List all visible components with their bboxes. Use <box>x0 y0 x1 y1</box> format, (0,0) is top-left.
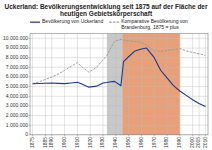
x-tick <box>128 135 129 137</box>
x-tick <box>90 135 91 137</box>
x-grid-line <box>77 34 78 135</box>
x-grid-line <box>199 34 200 135</box>
series-line <box>33 39 206 83</box>
title-line: heutigen Gebietskörperschaft <box>60 10 153 18</box>
title: Uckerland: Bevölkerungsentwicklung seit … <box>4 3 207 18</box>
legend-swatch <box>109 22 119 23</box>
y-grid-line <box>30 38 208 39</box>
plot-area <box>30 34 208 135</box>
legend-label: Bevölkerung von Uckerland <box>42 18 103 24</box>
x-tick-label: 1950 <box>125 137 131 148</box>
y-tick-label: 5.000.000 <box>6 83 28 89</box>
x-grid-line <box>45 34 46 135</box>
x-tick <box>199 135 200 137</box>
y-tick-label: 10.000.000 <box>3 35 28 41</box>
y-tick <box>29 76 31 77</box>
y-tick <box>29 125 31 126</box>
x-grid-line <box>205 34 206 135</box>
legend-label: Komparative Bevölkerung vonBrandenburg, … <box>121 18 188 30</box>
x-tick <box>77 135 78 137</box>
x-tick-label: 1930 <box>99 137 105 148</box>
x-tick <box>103 135 104 137</box>
y-tick-label: 6.000.000 <box>6 73 28 79</box>
x-tick <box>64 135 65 137</box>
x-tick-label: 1890 <box>48 137 54 148</box>
legend-entry: Bevölkerung von Uckerland <box>30 18 103 24</box>
y-tick <box>29 134 31 135</box>
y-grid-line <box>30 105 208 106</box>
x-tick-label: 1980 <box>163 137 169 148</box>
y-tick-label: 2.000.000 <box>6 112 28 118</box>
legend-label-line: Bevölkerung von Uckerland <box>42 18 103 24</box>
x-tick-label: 2005 <box>195 137 201 148</box>
x-tick-label: 1960 <box>138 137 144 148</box>
y-grid-line <box>30 86 208 87</box>
x-tick <box>205 135 206 137</box>
plot-background <box>30 34 208 135</box>
y-grid-line <box>30 76 208 77</box>
x-tick-label: 1875 <box>29 137 35 148</box>
x-tick <box>141 135 142 137</box>
y-tick-label: 0 <box>25 131 28 137</box>
y-grid-line <box>30 115 208 116</box>
y-grid-line <box>30 125 208 126</box>
x-tick-label: 1990 <box>176 137 182 148</box>
y-tick <box>29 67 31 68</box>
y-grid-line <box>30 48 208 49</box>
y-tick <box>29 96 31 97</box>
period-band <box>107 34 122 135</box>
y-tick-label: 4.000.000 <box>6 93 28 99</box>
x-grid-line <box>64 34 65 135</box>
plot-frame <box>30 34 208 135</box>
x-grid-line <box>51 34 52 135</box>
x-tick-label: 1900 <box>61 137 67 148</box>
x-tick-label: 2010 <box>202 137 208 148</box>
x-grid-line <box>128 34 129 135</box>
x-tick-label: 1970 <box>151 137 157 148</box>
y-tick-label: 1.000.000 <box>6 122 28 128</box>
legend: Bevölkerung von Uckerland Komparative Bev… <box>30 18 188 30</box>
chart: Uckerland: Bevölkerungsentwicklung seit … <box>0 0 212 150</box>
x-grid-line <box>90 34 91 135</box>
x-tick <box>192 135 193 137</box>
legend-entry: Komparative Bevölkerung vonBrandenburg, … <box>109 18 188 30</box>
y-tick-label: 7.000.000 <box>6 64 28 70</box>
x-grid-line <box>115 34 116 135</box>
y-tick <box>29 105 31 106</box>
y-tick-label: 8.000.000 <box>6 54 28 60</box>
x-grid-line <box>192 34 193 135</box>
x-grid-line <box>103 34 104 135</box>
y-grid-line <box>30 96 208 97</box>
y-tick-label: 9.000.000 <box>6 44 28 50</box>
x-tick <box>32 135 33 137</box>
x-tick-label: 1920 <box>87 137 93 148</box>
x-tick <box>154 135 155 137</box>
x-tick <box>167 135 168 137</box>
x-tick <box>179 135 180 137</box>
x-tick-label: 2000 <box>189 137 195 148</box>
y-tick <box>29 57 31 58</box>
x-tick-label: 1885 <box>42 137 48 148</box>
y-tick-label: 3.000.000 <box>6 102 28 108</box>
series-line <box>33 48 206 106</box>
x-tick-label: 1910 <box>74 137 80 148</box>
y-grid-line <box>30 67 208 68</box>
y-grid-line <box>30 57 208 58</box>
y-tick <box>29 86 31 87</box>
legend-label-line: Brandenburg, 1875 = plus <box>121 24 179 30</box>
x-grid-line <box>167 34 168 135</box>
x-tick <box>51 135 52 137</box>
x-tick <box>115 135 116 137</box>
y-tick <box>29 115 31 116</box>
x-tick <box>45 135 46 137</box>
y-tick <box>29 38 31 39</box>
y-tick <box>29 48 31 49</box>
x-tick-label: 1940 <box>112 137 118 148</box>
legend-swatch <box>30 22 40 23</box>
x-grid-line <box>154 34 155 135</box>
